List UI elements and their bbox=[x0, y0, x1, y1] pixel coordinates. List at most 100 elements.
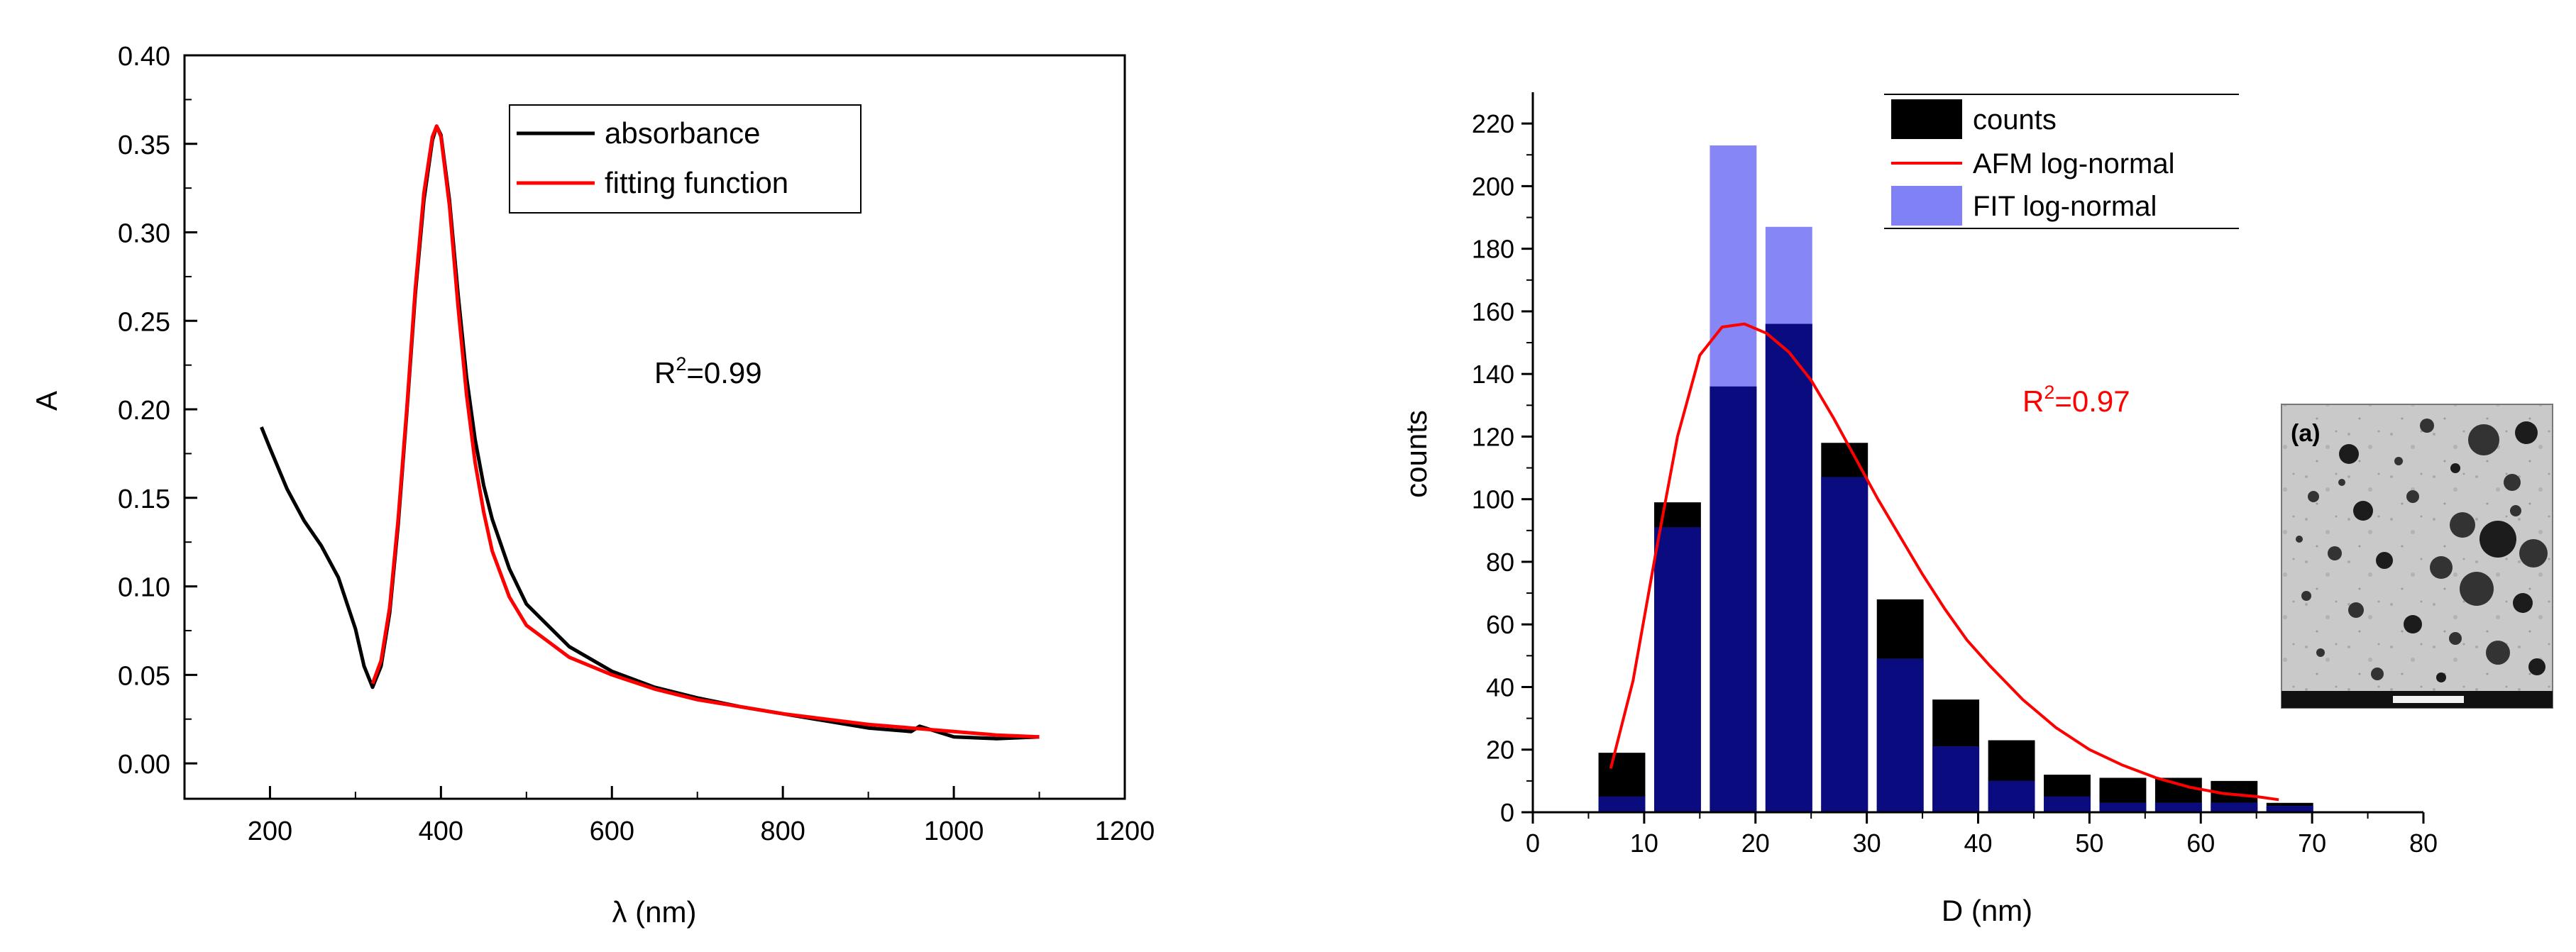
overlap-bar-8 bbox=[2044, 796, 2091, 812]
tem-particle-18 bbox=[2404, 615, 2422, 633]
right-r2-rest: =0.97 bbox=[2054, 384, 2130, 418]
tem-inset-image: (a) bbox=[2281, 404, 2553, 709]
tem-particle-12 bbox=[2376, 552, 2393, 569]
right-r2-sup: 2 bbox=[2044, 382, 2054, 403]
left-x-tick-label-1: 400 bbox=[419, 817, 463, 846]
tem-particle-4 bbox=[2504, 474, 2521, 491]
tem-particle-25 bbox=[2338, 479, 2345, 486]
tem-particle-27 bbox=[2450, 463, 2460, 473]
right-y-tick-label-1: 20 bbox=[1486, 736, 1514, 765]
right-y-tick-label-5: 100 bbox=[1472, 485, 1514, 514]
overlap-bar-4 bbox=[1821, 477, 1868, 812]
tem-particle-26 bbox=[2394, 457, 2403, 465]
tem-particle-5 bbox=[2308, 491, 2319, 502]
left-plot-frame bbox=[183, 54, 1126, 800]
right-legend-swatch-fit bbox=[1891, 186, 1962, 226]
left-y-tick-label-8: 0.40 bbox=[118, 42, 170, 72]
left-y-ticks: 0.00 0.05 0.10 0.15 0.20 0.25 0.30 0.35 0.40 bbox=[118, 42, 197, 780]
right-y-tick-label-2: 40 bbox=[1486, 673, 1514, 702]
left-x-tick-label-4: 1000 bbox=[924, 817, 984, 846]
right-y-tick-label-4: 80 bbox=[1486, 548, 1514, 577]
overlap-bar-11 bbox=[2211, 802, 2258, 812]
right-legend-label-afm: AFM log-normal bbox=[1973, 148, 2175, 179]
right-y-tick-label-0: 0 bbox=[1500, 798, 1514, 827]
tem-particle-29 bbox=[2510, 505, 2521, 516]
right-legend-label-counts: counts bbox=[1973, 104, 2057, 135]
tem-particles bbox=[2296, 419, 2548, 682]
left-x-ticks: 200 400 600 800 1000 1200 bbox=[248, 786, 1155, 846]
tem-particle-0 bbox=[2339, 444, 2359, 464]
left-r2-sup: 2 bbox=[676, 353, 686, 375]
left-legend-label-fit: fitting function bbox=[605, 166, 788, 199]
tem-particle-6 bbox=[2353, 501, 2373, 521]
tem-particle-7 bbox=[2406, 490, 2419, 503]
left-x-tick-label-5: 1200 bbox=[1095, 817, 1155, 846]
right-r-squared-annotation: R2=0.97 bbox=[2022, 382, 2130, 418]
tem-scale-bar bbox=[2393, 696, 2464, 703]
left-x-tick-label-3: 800 bbox=[760, 817, 805, 846]
left-y-tick-label-0: 0.00 bbox=[118, 750, 170, 780]
overlap-bar-5 bbox=[1876, 658, 1924, 812]
tem-particle-17 bbox=[2348, 602, 2364, 618]
right-x-tick-label-6: 60 bbox=[2186, 829, 2215, 858]
left-r2-rest: =0.99 bbox=[686, 356, 761, 389]
right-fit-curve bbox=[1609, 322, 2279, 802]
left-y-tick-label-3: 0.15 bbox=[118, 485, 170, 514]
tem-particle-22 bbox=[2316, 648, 2325, 657]
absorbance-chart: 0.00 0.05 0.10 0.15 0.20 0.25 0.30 0.35 0.40 200… bbox=[30, 42, 1155, 929]
tem-particle-24 bbox=[2436, 673, 2446, 682]
right-y-tick-label-7: 140 bbox=[1472, 360, 1514, 389]
left-y-tick-label-5: 0.25 bbox=[118, 307, 170, 337]
overlap-bar-6 bbox=[1932, 746, 1980, 812]
left-y-tick-label-7: 0.35 bbox=[118, 131, 170, 160]
right-x-tick-label-1: 10 bbox=[1630, 829, 1658, 858]
right-legend-swatch-counts bbox=[1891, 99, 1962, 139]
tem-particle-20 bbox=[2486, 641, 2510, 665]
overlap-bar-2 bbox=[1710, 386, 1757, 812]
afm-lognormal-curve bbox=[1609, 322, 2279, 802]
left-series-line-1 bbox=[370, 124, 1040, 739]
overlap-bar-9 bbox=[2099, 802, 2147, 812]
overlap-bar-3 bbox=[1765, 323, 1812, 812]
tem-particle-9 bbox=[2479, 521, 2516, 558]
tem-inset-label: (a) bbox=[2291, 420, 2321, 447]
left-series-lines bbox=[260, 124, 1040, 741]
right-y-tick-label-9: 180 bbox=[1472, 235, 1514, 264]
tem-particle-14 bbox=[2460, 572, 2494, 606]
tem-particle-23 bbox=[2371, 668, 2384, 680]
tem-particle-19 bbox=[2449, 632, 2462, 645]
right-y-tick-label-11: 220 bbox=[1472, 109, 1514, 138]
right-y-ticks: 0 20 40 60 80 100 120 140 160 180 200 220 bbox=[1472, 109, 1533, 827]
overlap-bar-7 bbox=[1988, 780, 2035, 812]
right-x-axis-label: D (nm) bbox=[1942, 894, 2032, 927]
tem-particle-28 bbox=[2296, 536, 2303, 543]
right-x-tick-label-8: 80 bbox=[2409, 829, 2438, 858]
right-y-tick-label-6: 120 bbox=[1472, 422, 1514, 451]
left-r-squared-annotation: R2=0.99 bbox=[654, 353, 762, 389]
overlap-bar-12 bbox=[2266, 806, 2313, 812]
tem-particle-2 bbox=[2468, 424, 2499, 455]
tem-particle-10 bbox=[2519, 539, 2548, 568]
right-x-tick-label-4: 40 bbox=[1964, 829, 1992, 858]
left-x-axis-label: λ (nm) bbox=[612, 895, 697, 929]
left-y-tick-label-2: 0.10 bbox=[118, 573, 170, 603]
overlap-bar-1 bbox=[1653, 527, 1701, 812]
right-y-tick-label-10: 200 bbox=[1472, 172, 1514, 201]
tem-particle-11 bbox=[2328, 546, 2342, 560]
left-series-line-0 bbox=[260, 124, 1040, 741]
size-distribution-chart: 0 20 40 60 80 100 120 140 160 180 200 220 0 10 20 30 40… bbox=[1399, 92, 2553, 927]
overlap-bar-0 bbox=[1598, 796, 1646, 812]
tem-particle-13 bbox=[2430, 556, 2453, 579]
left-y-tick-label-1: 0.05 bbox=[118, 661, 170, 691]
left-legend-box bbox=[509, 104, 862, 214]
tem-particle-21 bbox=[2528, 658, 2545, 675]
right-x-tick-label-3: 30 bbox=[1853, 829, 1881, 858]
left-y-tick-label-4: 0.20 bbox=[118, 396, 170, 426]
right-x-tick-label-5: 50 bbox=[2075, 829, 2103, 858]
tem-particle-8 bbox=[2450, 512, 2475, 538]
left-x-tick-label-0: 200 bbox=[248, 817, 292, 846]
right-y-axis-label: counts bbox=[1399, 410, 1433, 498]
right-x-tick-label-2: 20 bbox=[1741, 829, 1770, 858]
right-x-ticks: 0 10 20 30 40 50 60 70 80 bbox=[1526, 812, 2438, 858]
